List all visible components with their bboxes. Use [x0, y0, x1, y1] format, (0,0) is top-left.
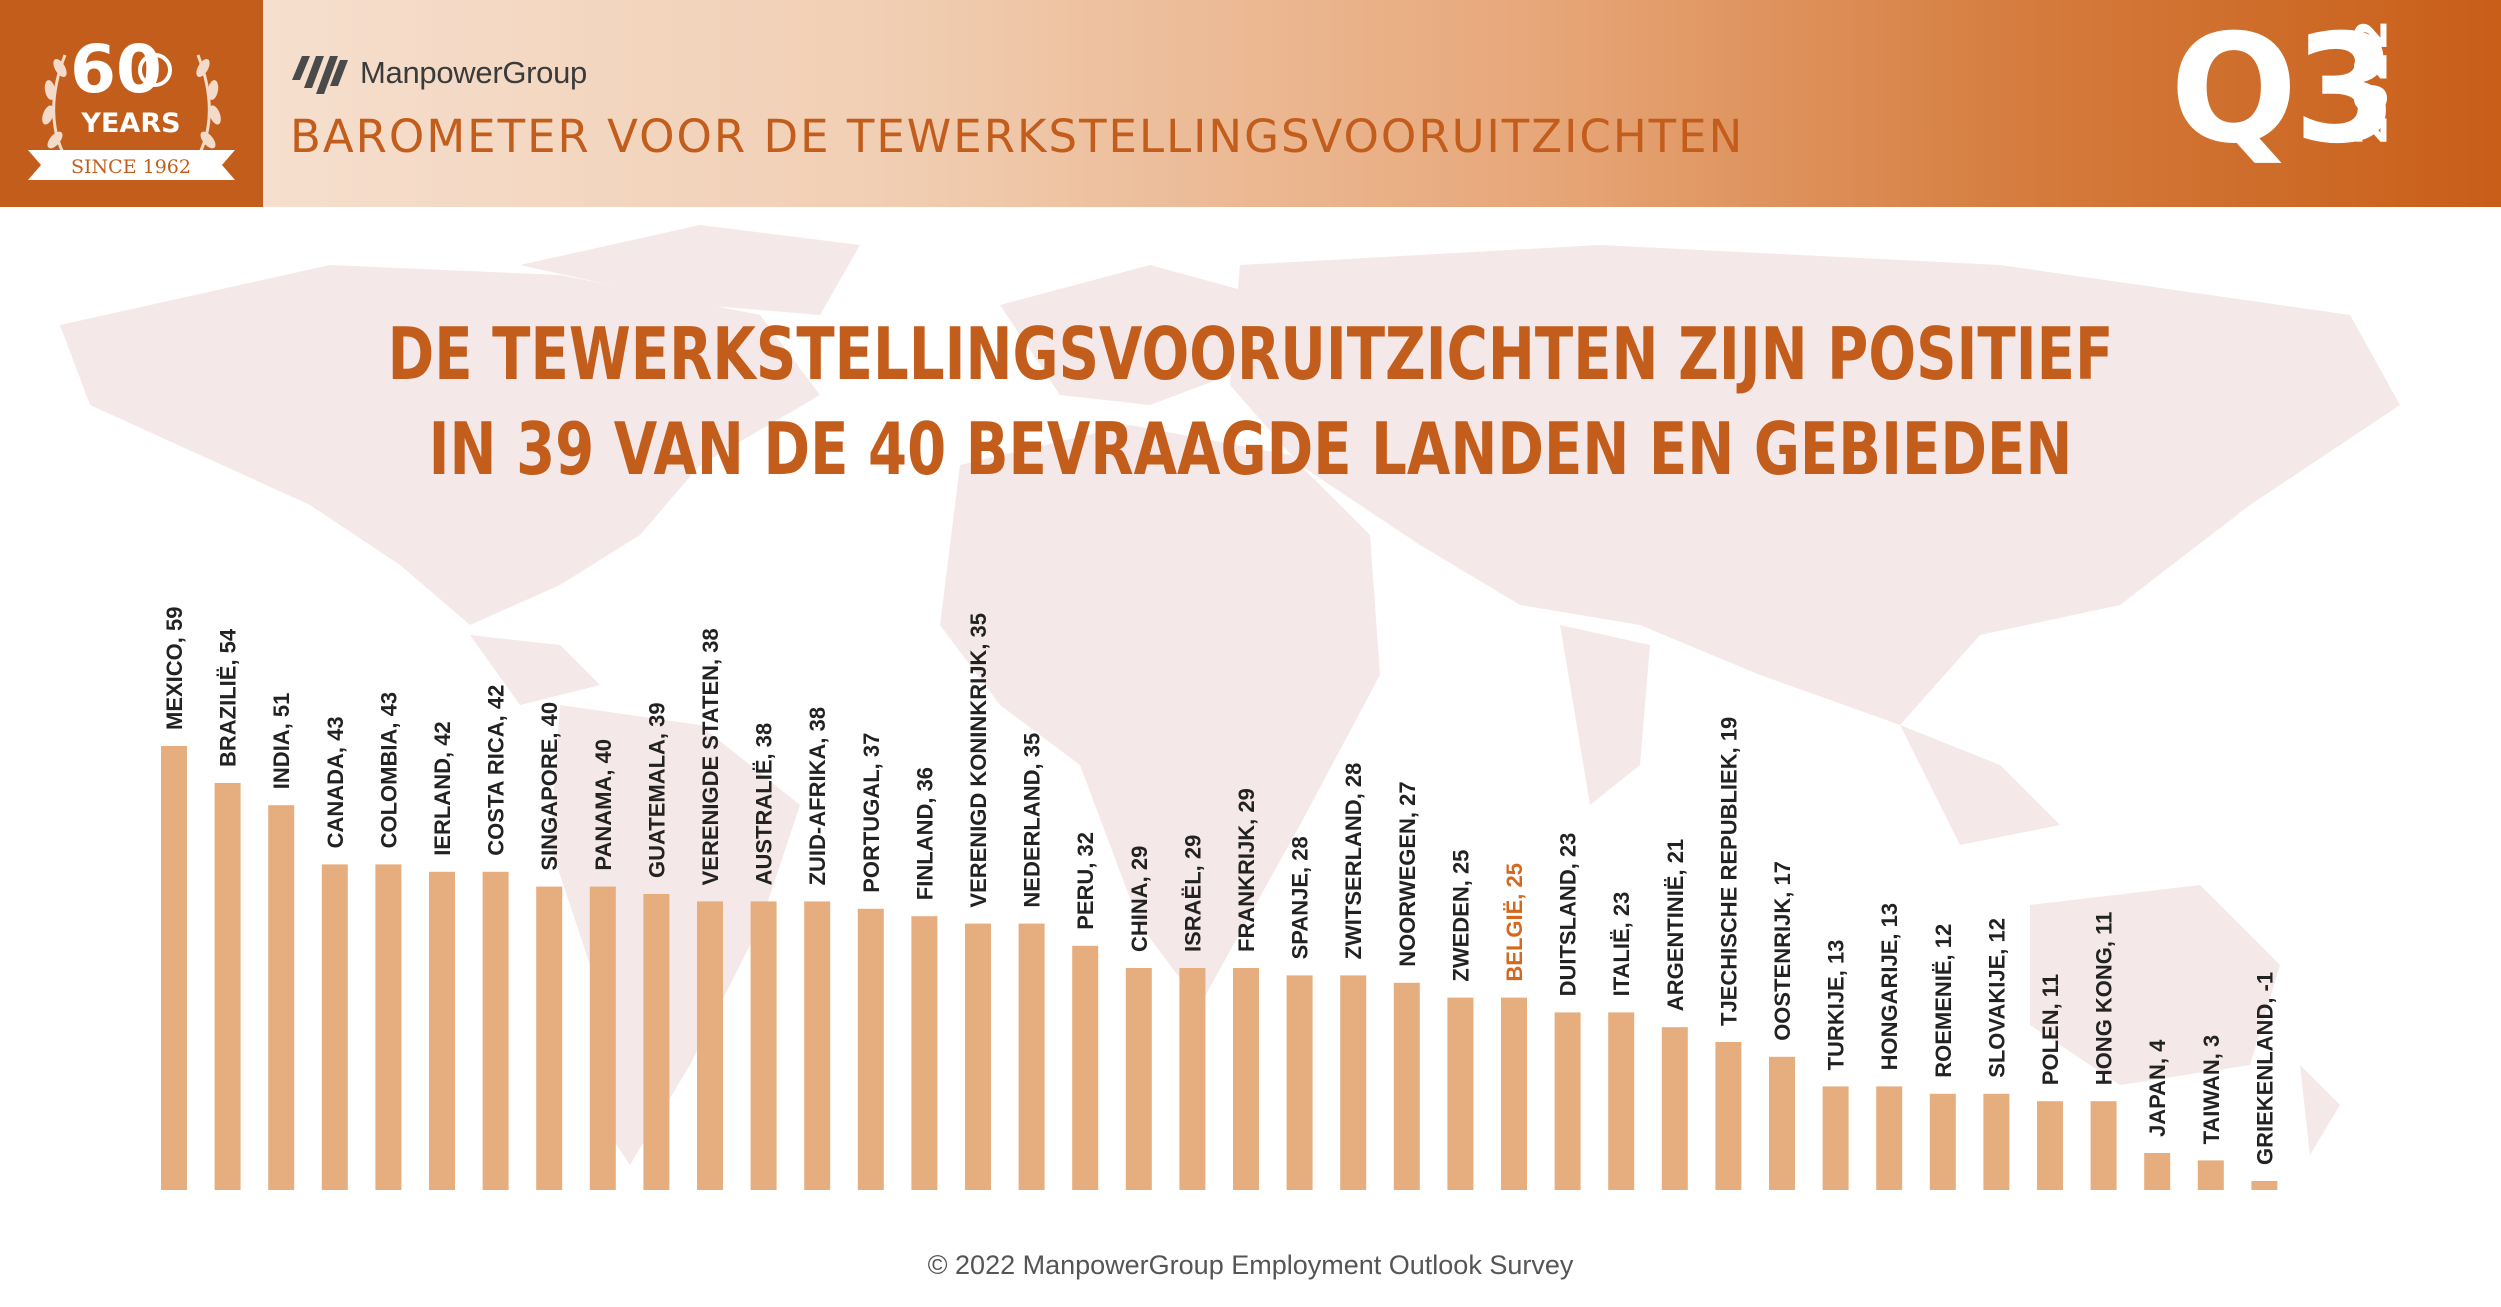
bar-hong-kong	[2090, 1101, 2117, 1190]
bar-label: INDIA, 51	[269, 693, 294, 790]
bar-itali-	[1608, 1012, 1635, 1190]
bar-label: ROEMENIË, 12	[1931, 924, 1956, 1078]
bar-label: VERENIGD KONINKRIJK, 35	[966, 613, 991, 908]
bar-label: COLOMBIA, 43	[376, 692, 401, 848]
bar-zuid-afrika	[804, 901, 831, 1190]
header-title: BAROMETER VOOR DE TEWERKSTELLINGSVOORUIT…	[290, 110, 1745, 163]
bar-label: POLEN, 11	[2038, 974, 2063, 1085]
bar-zweden	[1447, 997, 1474, 1190]
brand-mark-icon	[292, 56, 348, 94]
brand-logo: ManpowerGroup	[290, 50, 587, 96]
bar-peru	[1072, 945, 1099, 1190]
bar-label: SPANJE, 28	[1288, 836, 1313, 959]
bar-canada	[321, 864, 348, 1190]
bar-label: ARGENTINIË, 21	[1663, 839, 1688, 1011]
bar-label: CANADA, 43	[323, 716, 348, 848]
bar-panama	[589, 886, 616, 1190]
bar-japan	[2144, 1153, 2171, 1190]
badge-number: 60	[70, 31, 162, 108]
bar-label: TJECHISCHE REPUBLIEK, 19	[1716, 717, 1741, 1026]
bar-costa-rica	[482, 871, 509, 1190]
bar-ierland	[429, 871, 455, 1190]
bar-turkije	[1822, 1086, 1849, 1190]
bar-label: TAIWAN, 3	[2199, 1035, 2224, 1145]
bar-label: OOSTENRIJK, 17	[1770, 861, 1795, 1041]
bar-griekenland	[2251, 1181, 2278, 1190]
bar-label: IERLAND, 42	[430, 721, 455, 855]
bar-portugal	[857, 908, 884, 1190]
badge-years: YEARS	[80, 108, 180, 139]
headline-line-1: DE TEWERKSTELLINGSVOORUITZICHTEN ZIJN PO…	[387, 312, 2114, 396]
bar-india	[268, 805, 295, 1190]
bar-label: DUITSLAND, 23	[1556, 833, 1581, 997]
bar-label: ZWEDEN, 25	[1448, 850, 1473, 982]
bar-label: VERENIGDE STATEN, 38	[698, 628, 723, 885]
bar-label: COSTA RICA, 42	[484, 685, 509, 856]
bar-china	[1125, 968, 1152, 1190]
header-banner: 60 YEARS SINCE 1962 ManpowerGroup BAROME…	[0, 0, 2501, 207]
brand-name: ManpowerGroup	[360, 55, 587, 90]
bar-label: BELGIË, 25	[1502, 863, 1527, 982]
bar-label: ZWITSERLAND, 28	[1341, 763, 1366, 960]
bar-duitsland	[1554, 1012, 1581, 1190]
bar-polen	[2037, 1101, 2063, 1190]
bar-australi-	[750, 901, 777, 1190]
bar-label: AUSTRALIË, 38	[752, 723, 777, 886]
bar-label: ITALIË, 23	[1609, 892, 1634, 997]
quarter-label: Q3	[2170, 3, 2398, 177]
bar-finland	[911, 916, 938, 1190]
bar-label: GUATEMALA, 39	[644, 702, 669, 878]
bar-label: NOORWEGEN, 27	[1395, 781, 1420, 966]
bar-label: GRIEKENLAND, -1	[2252, 972, 2277, 1165]
bar-label: SINGAPORE, 40	[537, 702, 562, 871]
bar-guatemala	[643, 894, 670, 1190]
badge-since: SINCE 1962	[71, 156, 191, 178]
bar-slovakije	[1983, 1093, 2010, 1190]
bar-label: ZUID-AFRIKA, 38	[805, 707, 830, 885]
bar-brazili-	[214, 783, 241, 1190]
bar-label: TURKIJE, 13	[1824, 940, 1849, 1071]
bar-singapore	[536, 886, 563, 1190]
headline-line-2: IN 39 VAN DE 40 BEVRAAGDE LANDEN EN GEBI…	[428, 407, 2073, 491]
bar-zwitserland	[1340, 975, 1367, 1190]
bar-verenigd-koninkrijk	[965, 923, 991, 1190]
bar-isra-l	[1179, 968, 1206, 1190]
bar-label: MEXICO, 59	[162, 607, 187, 730]
bar-label: HONGARIJE, 13	[1877, 903, 1902, 1071]
bar-nederland	[1018, 923, 1045, 1190]
bar-chart: MEXICO, 59 BRAZILIË, 54 INDIA, 51 CANADA, 4…	[0, 560, 2501, 1200]
footer-copyright: © 2022 ManpowerGroup Employment Outlook …	[927, 1250, 1574, 1280]
bar-label: NEDERLAND, 35	[1020, 733, 1045, 908]
bar-belgi-	[1501, 997, 1527, 1190]
bar-label: CHINA, 29	[1127, 846, 1152, 952]
bar-argentini-	[1661, 1027, 1688, 1190]
bar-label: HONG KONG, 11	[2092, 912, 2117, 1086]
bar-label: PANAMA, 40	[591, 739, 616, 871]
bar-colombia	[375, 864, 402, 1190]
bar-frankrijk	[1233, 968, 1259, 1190]
bar-hongarije	[1876, 1086, 1903, 1190]
bar-taiwan	[2197, 1160, 2224, 1190]
bar-label: FRANKRIJK, 29	[1234, 788, 1259, 952]
year-label: 2022	[2346, 18, 2398, 146]
bar-mexico	[161, 746, 187, 1190]
bar-label: FINLAND, 36	[912, 767, 937, 900]
bar-label: ISRAËL, 29	[1180, 835, 1205, 952]
bar-tjechische-republiek	[1715, 1042, 1742, 1190]
bar-noorwegen	[1393, 982, 1420, 1190]
bar-spanje	[1286, 975, 1313, 1190]
bar-roemeni-	[1929, 1093, 1956, 1190]
bar-label: SLOVAKIJE, 12	[1984, 918, 2009, 1078]
bar-label: PORTUGAL, 37	[859, 733, 884, 893]
bar-label: JAPAN, 4	[2145, 1039, 2170, 1137]
bar-chart-svg: MEXICO, 59 BRAZILIË, 54 INDIA, 51 CANADA, 4…	[161, 607, 2278, 1190]
bar-label: BRAZILIË, 54	[216, 628, 241, 767]
anniversary-badge: 60 YEARS SINCE 1962	[0, 0, 263, 207]
bar-oostenrijk	[1769, 1056, 1795, 1190]
bar-verenigde-staten	[697, 901, 723, 1190]
bar-label: PERU, 32	[1073, 832, 1098, 930]
